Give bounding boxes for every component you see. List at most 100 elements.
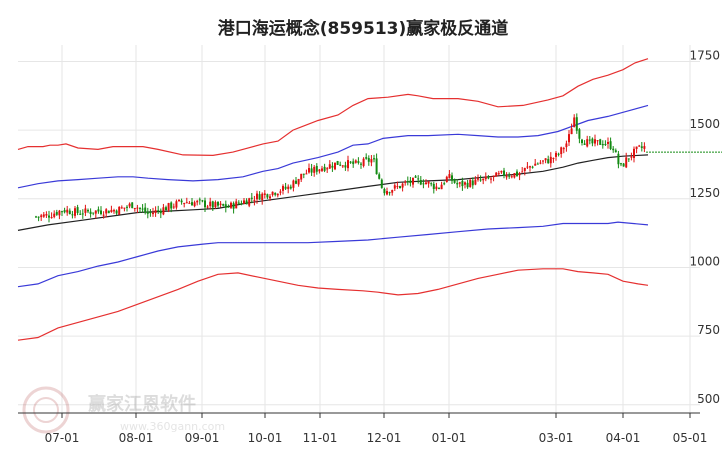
candle-body <box>305 173 308 175</box>
candle-body <box>211 201 214 208</box>
candle-body <box>451 175 453 181</box>
candle-body <box>123 207 126 209</box>
candle-body <box>547 159 550 164</box>
x-tick-label: 01-01 <box>432 431 467 445</box>
candle-body <box>417 178 420 180</box>
candle-body <box>42 214 45 217</box>
candle-body <box>357 161 360 163</box>
candle-body <box>89 211 92 215</box>
chart-title: 港口海运概念(859513)赢家极反通道 <box>217 19 509 39</box>
candle-body <box>508 175 511 177</box>
candle-body <box>105 209 108 214</box>
candle-body <box>222 204 225 206</box>
candle-body <box>578 129 581 139</box>
candle-body <box>594 139 596 144</box>
candle-body <box>341 165 344 167</box>
candle-body <box>560 147 563 155</box>
x-tick-label: 08-01 <box>119 431 154 445</box>
candle-body <box>120 207 123 209</box>
candle-body <box>58 210 61 216</box>
candle-body <box>165 207 167 211</box>
candle-body <box>521 171 524 173</box>
candle-body <box>599 139 602 145</box>
candle-body <box>300 173 303 180</box>
candle-body <box>167 203 170 211</box>
candle-body <box>263 193 266 195</box>
candle-body <box>196 200 199 203</box>
candle-body <box>549 156 552 164</box>
candle-body <box>245 200 248 205</box>
candle-body <box>565 143 568 148</box>
candle-body <box>344 165 347 168</box>
candle-body <box>258 194 261 200</box>
svg-text:赢家江恩软件: 赢家江恩软件 <box>88 393 196 415</box>
candle-body <box>383 189 386 194</box>
candle-body <box>227 206 230 208</box>
candle-body <box>321 168 323 171</box>
candle-body <box>388 192 391 194</box>
y-tick-label: 500 <box>697 392 720 406</box>
candle-body <box>360 163 362 165</box>
candle-body <box>40 215 43 218</box>
candle-body <box>292 180 295 188</box>
candle-body <box>334 162 336 170</box>
axis-layer: 500 750 1000 1250 1500 1750 07-01 08-01 09-01 10-… <box>18 48 720 445</box>
candle-body <box>308 168 310 173</box>
candle-body <box>74 208 76 216</box>
candle-body <box>136 207 139 209</box>
candle-body <box>534 163 537 166</box>
candle-body <box>204 200 206 208</box>
x-tick-label: 10-01 <box>248 431 283 445</box>
candle-body <box>440 184 443 190</box>
candle-body <box>214 202 217 208</box>
candle-body <box>256 193 258 200</box>
candle-body <box>243 200 245 204</box>
candle-body <box>435 186 438 189</box>
candle-body <box>284 186 287 189</box>
candle-body <box>484 176 487 180</box>
candle-body <box>37 216 40 218</box>
candle-body <box>464 182 466 185</box>
candle-body <box>331 165 334 168</box>
candle-body <box>469 179 472 187</box>
candle-body <box>607 142 609 144</box>
candle-body <box>113 210 115 212</box>
candle-body <box>250 197 253 199</box>
candle-body <box>71 214 74 216</box>
candle-body <box>269 196 271 199</box>
candle-body <box>544 158 547 161</box>
candle-body <box>591 138 594 144</box>
candle-body <box>149 212 152 214</box>
candle-body <box>573 117 576 128</box>
candle-body <box>315 165 318 172</box>
candle-body <box>620 163 622 165</box>
candle-body <box>128 203 131 207</box>
candle-body <box>35 216 37 218</box>
candle-body <box>237 202 240 204</box>
candle-body <box>365 157 368 159</box>
candle-body <box>61 211 63 213</box>
candle-body <box>76 207 79 213</box>
candle-body <box>586 139 589 147</box>
candle-body <box>297 178 300 185</box>
candle-body <box>500 170 503 173</box>
candle-body <box>505 175 508 178</box>
candle-body <box>555 152 557 157</box>
candle-body <box>276 193 279 196</box>
candle-body <box>583 143 586 145</box>
candle-body <box>373 158 375 160</box>
lower-mid-band-line <box>17 221 649 288</box>
candle-body <box>97 209 100 212</box>
candle-body <box>126 206 128 208</box>
candle-body <box>48 215 50 218</box>
candle-body <box>79 213 82 215</box>
candle-body <box>461 180 464 187</box>
candle-body <box>643 146 646 149</box>
candle-body <box>180 200 183 203</box>
candle-body <box>448 174 451 179</box>
candle-body <box>529 166 531 168</box>
candle-body <box>323 166 326 171</box>
candle-body <box>217 201 219 206</box>
candle-body <box>518 173 521 176</box>
y-tick-label: 1250 <box>689 186 720 200</box>
